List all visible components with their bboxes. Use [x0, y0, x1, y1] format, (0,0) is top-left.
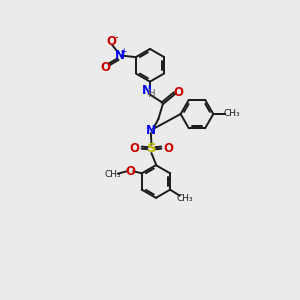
Text: CH₃: CH₃: [104, 170, 121, 179]
Text: CH₃: CH₃: [177, 194, 193, 202]
Text: N: N: [141, 84, 152, 98]
Text: H: H: [148, 89, 156, 99]
Text: O: O: [106, 35, 116, 49]
Text: O: O: [173, 85, 183, 98]
Text: O: O: [100, 61, 110, 74]
Text: O: O: [125, 165, 136, 178]
Text: +: +: [121, 47, 127, 56]
Text: N: N: [146, 124, 156, 137]
Text: O: O: [130, 142, 140, 155]
Text: CH₃: CH₃: [224, 109, 240, 118]
Text: -: -: [114, 32, 118, 42]
Text: S: S: [147, 142, 156, 155]
Text: O: O: [164, 142, 173, 155]
Text: N: N: [115, 49, 124, 62]
